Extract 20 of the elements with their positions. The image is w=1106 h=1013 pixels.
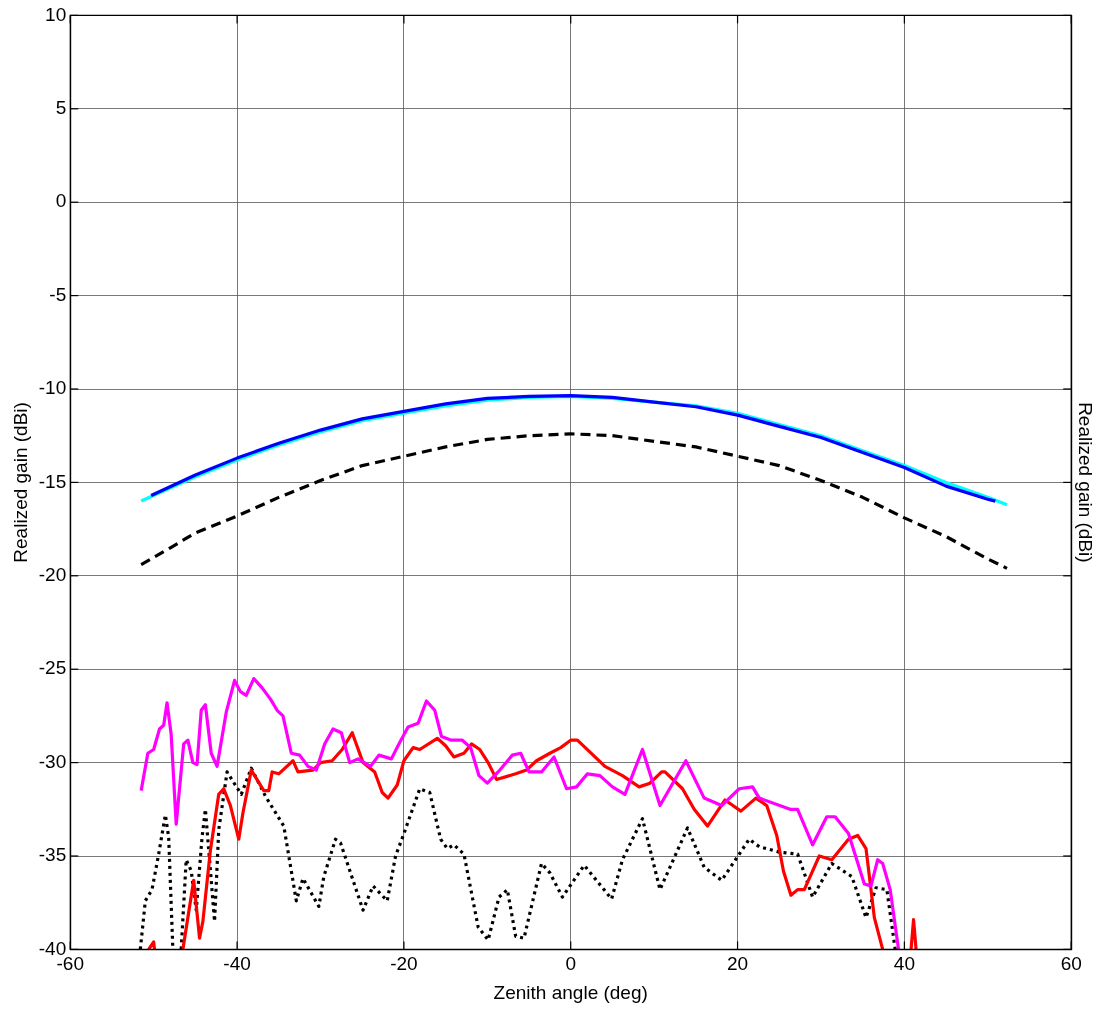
x-tick-label: 60 [1060, 953, 1082, 975]
x-axis-title: Zenith angle (deg) [493, 981, 648, 1003]
y-tick-label: 5 [55, 97, 67, 119]
x-tick-label: -40 [223, 953, 251, 975]
x-tick-label: 20 [726, 953, 749, 975]
x-tick-label: 0 [565, 953, 577, 975]
y-tick-label: 10 [45, 3, 67, 25]
y2-axis-title: Realized gain (dBi) [1075, 402, 1097, 563]
line-series [139, 432, 1009, 570]
y-axis-title: Realized gain (dBi) [9, 402, 31, 563]
y-tick-label: -10 [38, 377, 67, 399]
x-tick-label: 40 [893, 953, 915, 975]
y-tick-label: 0 [55, 190, 67, 212]
y-tick-label: -5 [49, 283, 67, 305]
y-tick-label: -15 [38, 470, 67, 492]
x-tick-label: -20 [390, 953, 418, 975]
y-tick-label: -30 [38, 750, 67, 772]
y-tick-label: -25 [38, 657, 67, 679]
y-tick-label: -20 [38, 564, 67, 586]
y-tick-label: -35 [38, 844, 67, 866]
